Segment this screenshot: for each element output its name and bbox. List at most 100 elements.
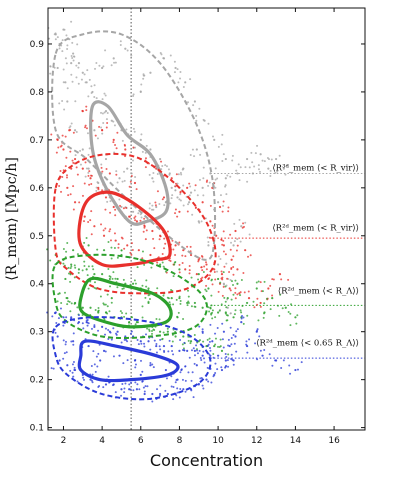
scatter-point	[160, 160, 163, 163]
scatter-point	[177, 173, 180, 176]
scatter-point	[229, 289, 232, 292]
scatter-point	[270, 158, 273, 161]
scatter-point	[64, 340, 67, 343]
scatter-point	[143, 226, 146, 229]
scatter-point	[235, 350, 238, 353]
scatter-point	[254, 342, 257, 345]
scatter-point	[121, 382, 124, 385]
scatter-point	[221, 243, 224, 246]
scatter-point	[214, 167, 217, 170]
scatter-point	[96, 365, 99, 368]
scatter-point	[121, 237, 124, 240]
scatter-point	[214, 178, 217, 181]
scatter-point	[222, 200, 225, 203]
scatter-point	[53, 311, 56, 314]
scatter-point	[101, 273, 104, 276]
scatter-point	[124, 155, 127, 158]
scatter-point	[119, 310, 122, 313]
scatter-point	[73, 129, 77, 132]
scatter-point	[65, 316, 68, 319]
scatter-point	[73, 366, 76, 369]
scatter-point	[180, 368, 183, 371]
scatter-point	[123, 170, 126, 173]
scatter-point	[200, 220, 203, 223]
scatter-point	[99, 359, 102, 362]
scatter-point	[253, 306, 256, 309]
scatter-point	[63, 291, 66, 294]
scatter-point	[76, 43, 79, 46]
scatter-point	[239, 240, 242, 243]
scatter-point	[113, 61, 116, 64]
scatter-point	[83, 215, 86, 218]
scatter-point	[213, 373, 216, 376]
scatter-point	[141, 316, 144, 319]
scatter-point	[69, 280, 72, 283]
scatter-point	[214, 371, 217, 374]
scatter-point	[102, 229, 105, 232]
scatter-point	[182, 318, 185, 321]
scatter-point	[257, 319, 260, 322]
scatter-point	[95, 186, 98, 189]
scatter-point	[202, 118, 205, 121]
scatter-point	[89, 306, 92, 309]
scatter-point	[123, 179, 126, 182]
scatter-point	[176, 315, 179, 318]
scatter-point	[211, 224, 214, 227]
scatter-point	[110, 119, 113, 122]
scatter-point	[219, 345, 222, 348]
scatter-point	[69, 273, 72, 276]
scatter-point	[186, 304, 189, 307]
scatter-point	[113, 232, 116, 235]
scatter-point	[73, 201, 77, 204]
scatter-point	[162, 57, 165, 60]
scatter-point	[181, 254, 184, 257]
scatter-point	[271, 278, 274, 281]
scatter-point	[85, 237, 88, 240]
scatter-point	[93, 273, 96, 276]
scatter-point	[106, 122, 109, 125]
scatter-point	[87, 95, 90, 98]
scatter-point	[191, 148, 194, 151]
scatter-point	[209, 346, 212, 349]
scatter-point	[133, 181, 137, 185]
scatter-point	[92, 268, 95, 271]
scatter-point	[144, 166, 147, 169]
scatter-point	[240, 317, 243, 320]
scatter-point	[182, 335, 185, 338]
scatter-point	[208, 310, 211, 313]
scatter-point	[181, 378, 184, 381]
scatter-point	[156, 173, 159, 176]
scatter-point	[150, 266, 153, 269]
scatter-point	[256, 297, 259, 300]
scatter-point	[300, 361, 303, 364]
scatter-point	[208, 340, 211, 343]
scatter-point	[222, 285, 225, 288]
scatter-point	[268, 353, 271, 356]
scatter-point	[168, 173, 171, 176]
scatter-point	[107, 241, 110, 244]
scatter-point	[57, 146, 60, 149]
scatter-point	[84, 81, 87, 84]
scatter-point	[100, 163, 103, 166]
scatter-point	[170, 186, 173, 189]
scatter-point	[250, 151, 253, 154]
scatter-point	[251, 161, 254, 164]
scatter-point	[220, 303, 223, 306]
scatter-point	[102, 349, 106, 352]
scatter-point	[227, 353, 230, 356]
scatter-point	[103, 111, 106, 114]
scatter-point	[162, 265, 165, 268]
scatter-point	[90, 210, 93, 213]
scatter-point	[217, 290, 220, 293]
scatter-point	[231, 154, 234, 157]
scatter-point	[143, 392, 146, 396]
scatter-point	[182, 85, 185, 88]
scatter-point	[71, 41, 74, 44]
scatter-point	[58, 47, 61, 50]
scatter-point	[187, 300, 190, 303]
scatter-point	[195, 273, 198, 276]
scatter-point	[274, 359, 277, 362]
scatter-point	[105, 126, 108, 129]
scatter-point	[192, 347, 195, 350]
scatter-point	[208, 337, 211, 340]
